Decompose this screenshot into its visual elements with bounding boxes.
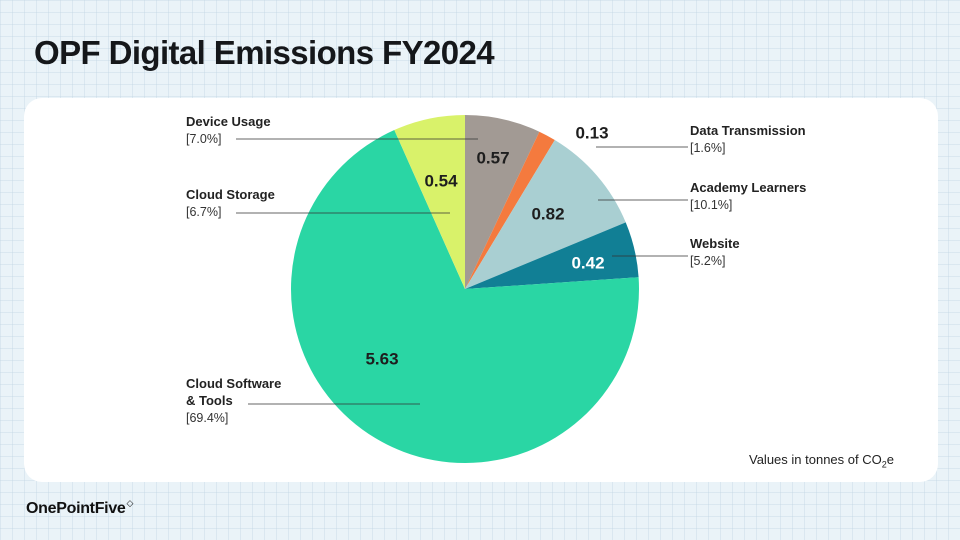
- percent-label-academy-learners: [10.1%]: [690, 198, 732, 212]
- value-label-cloud-software-and-tools: 5.63: [365, 349, 398, 368]
- brand-logo: OnePointFive◇: [26, 498, 134, 517]
- category-label-device-usage: Device Usage [7.0%]: [186, 114, 271, 146]
- pie-slice-cloud-storage: [394, 115, 465, 289]
- category-label-website: Website [5.2%]: [690, 236, 740, 268]
- value-label-cloud-storage: 0.54: [424, 171, 458, 190]
- units-note: Values in tonnes of CO2e: [749, 452, 894, 470]
- page-title: OPF Digital Emissions FY2024: [34, 34, 495, 71]
- category-label-data-transmission: Data Transmission [1.6%]: [690, 123, 806, 155]
- percent-label-cloud-software-and-tools: [69.4%]: [186, 411, 228, 425]
- percent-label-website: [5.2%]: [690, 254, 725, 268]
- pie-slice-data-transmission: [465, 131, 555, 289]
- value-label-website: 0.42: [571, 253, 604, 272]
- percent-label-data-transmission: [1.6%]: [690, 141, 725, 155]
- value-label-data-transmission: 0.13: [575, 123, 608, 142]
- pie-slice-academy-learners: [465, 139, 626, 289]
- percent-label-cloud-storage: [6.7%]: [186, 205, 221, 219]
- value-label-device-usage: 0.57: [476, 148, 509, 167]
- category-label-academy-learners: Academy Learners [10.1%]: [690, 180, 806, 212]
- value-label-academy-learners: 0.82: [531, 204, 564, 223]
- category-label-cloud-storage: Cloud Storage [6.7%]: [186, 187, 275, 219]
- pie-slice-website: [465, 222, 639, 289]
- percent-label-device-usage: [7.0%]: [186, 132, 221, 146]
- category-label-cloud-software-and-tools: Cloud Software & Tools [69.4%]: [186, 376, 281, 425]
- pie-slice-device-usage: [465, 115, 540, 289]
